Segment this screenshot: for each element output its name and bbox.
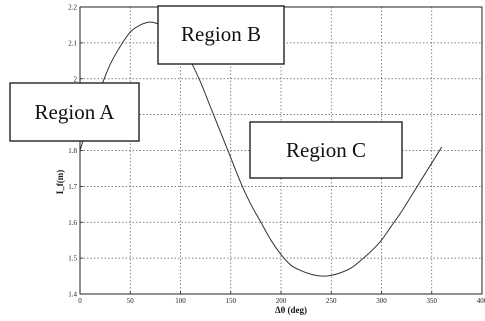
x-tick-label: 50 bbox=[127, 297, 135, 305]
series-line bbox=[79, 21, 443, 277]
region-a-label: Region A bbox=[35, 100, 116, 124]
region-c-annotation: Region C bbox=[249, 121, 403, 179]
x-tick-label: 0 bbox=[78, 297, 82, 305]
region-b-annotation: Region B bbox=[157, 5, 285, 65]
x-tick-label: 100 bbox=[175, 297, 186, 305]
x-tick-label: 250 bbox=[326, 297, 337, 305]
region-c-label: Region C bbox=[286, 138, 366, 162]
region-b-label: Region B bbox=[181, 22, 261, 46]
x-tick-label: 200 bbox=[276, 297, 287, 305]
y-tick-label: 1.8 bbox=[68, 147, 77, 155]
x-tick-label: 150 bbox=[226, 297, 237, 305]
region-a-annotation: Region A bbox=[9, 82, 140, 142]
y-tick-label: 1.6 bbox=[68, 219, 77, 227]
y-tick-label: 2.2 bbox=[68, 4, 77, 12]
y-tick-label: 1.5 bbox=[68, 255, 77, 263]
x-tick-label: 350 bbox=[427, 297, 438, 305]
y-tick-label: 2 bbox=[74, 75, 78, 83]
x-tick-label: 400 bbox=[477, 297, 485, 305]
y-tick-label: 1.7 bbox=[68, 183, 77, 191]
y-tick-label: 2.1 bbox=[68, 39, 77, 47]
y-tick-label: 1.4 bbox=[68, 291, 77, 299]
x-tick-label: 300 bbox=[376, 297, 387, 305]
x-axis-label: Δθ (deg) bbox=[275, 305, 307, 315]
y-axis-label: I_f(m) bbox=[55, 170, 65, 195]
